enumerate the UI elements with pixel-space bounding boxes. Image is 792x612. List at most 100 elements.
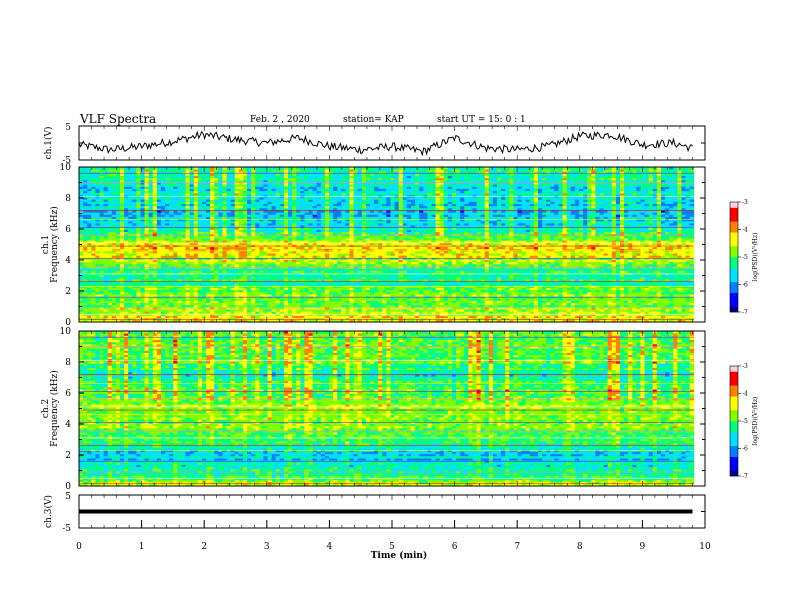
spectrogram-cell <box>587 311 592 314</box>
spectrogram-cell <box>152 315 158 319</box>
spectrogram-cell <box>603 304 609 308</box>
spectrogram-cell <box>517 309 523 312</box>
spectrogram-cell <box>476 309 482 312</box>
spectrogram-cell <box>230 315 236 319</box>
spectrogram-cell <box>521 304 527 308</box>
spectrogram-cell <box>611 319 617 323</box>
spectrogram-cell <box>497 309 502 312</box>
spectrogram-cell <box>419 309 424 312</box>
spectrogram-cell <box>271 311 277 314</box>
spectrogram-cell <box>456 317 461 321</box>
spectrogram-cell <box>308 302 313 306</box>
spectrogram-cell <box>595 309 600 312</box>
spectrogram-cell <box>369 313 375 316</box>
spectrogram-cell <box>632 304 637 308</box>
spectrogram-cell <box>119 302 125 306</box>
spectrogram-cell <box>292 309 297 312</box>
spectrogram-cell <box>525 315 531 319</box>
spectrogram-cell <box>402 317 408 321</box>
spectrogram-cell <box>214 313 219 316</box>
spectrogram-cell <box>247 311 252 314</box>
spectrogram-cell <box>83 319 88 323</box>
spectrogram-cell <box>443 317 449 321</box>
spectrogram-cell <box>665 313 670 316</box>
spectrogram-cell <box>529 313 535 316</box>
spectrogram-cell <box>136 309 141 312</box>
spectrogram-cell <box>333 311 338 314</box>
spectrogram-cell <box>468 317 473 321</box>
spectrogram-cell <box>451 309 457 312</box>
spectrogram-cell <box>673 302 678 306</box>
spectrogram-cell <box>283 302 289 306</box>
spectrogram-cell <box>337 317 342 321</box>
spectrogram-cell <box>132 300 137 304</box>
spectrogram-cell <box>169 311 174 314</box>
spectrogram-cell <box>648 302 654 306</box>
spectrogram-cell <box>193 309 199 312</box>
spectrogram-cell <box>464 304 469 308</box>
spectrogram-cell <box>83 300 88 304</box>
spectrogram-cell <box>456 309 461 312</box>
spectrogram-cell <box>656 311 662 314</box>
spectrogram-cell <box>685 313 691 316</box>
spectrogram-cell <box>595 302 600 306</box>
spectrogram-cell <box>312 317 318 321</box>
spectrogram-cell <box>300 313 305 316</box>
spectrogram-cell <box>83 313 88 316</box>
spectrogram-cell <box>206 319 211 323</box>
spectrogram-cell <box>521 319 527 323</box>
spectrogram-cell <box>288 304 293 308</box>
spectrogram-cell <box>677 319 682 323</box>
spectrogram-cell <box>468 309 473 312</box>
spectrogram-cell <box>242 304 248 308</box>
y-axis-label: ch.1(V) <box>43 127 54 160</box>
spectrogram-cell <box>353 319 359 323</box>
spectrogram-cell <box>574 304 580 308</box>
spectrogram-cell <box>640 317 645 321</box>
spectrogram-cell <box>312 319 318 323</box>
spectrogram-cell <box>111 300 117 304</box>
spectrogram-cell <box>521 309 527 312</box>
spectrogram-cell <box>222 300 227 304</box>
spectrogram-cell <box>267 311 273 314</box>
spectrogram-cell <box>529 319 535 323</box>
spectrogram-cell <box>365 302 371 306</box>
spectrogram-cells <box>79 167 695 323</box>
spectrogram-cell <box>247 313 252 316</box>
spectrogram-cell <box>210 300 215 304</box>
spectrogram-cell <box>398 315 404 319</box>
spectrogram-cell <box>103 309 109 312</box>
spectrogram-cell <box>324 309 330 312</box>
spectrogram-cell <box>497 302 502 306</box>
spectrogram-cell <box>554 317 559 321</box>
spectrogram-cell <box>652 311 658 314</box>
spectrogram-cell <box>267 317 273 321</box>
spectrogram-cell <box>140 304 145 308</box>
spectrogram-cell <box>451 311 457 314</box>
spectrogram-cell <box>513 311 518 314</box>
spectrogram-cell <box>341 302 346 306</box>
spectrogram-cell <box>542 304 547 308</box>
spectrogram-cell <box>251 317 256 321</box>
spectrogram-cell <box>177 317 182 321</box>
spectrogram-cell <box>595 311 600 314</box>
spectrogram-cell <box>259 315 264 319</box>
spectrogram-cell <box>378 304 383 308</box>
spectrogram-cell <box>378 302 383 306</box>
spectrogram-cell <box>185 302 191 306</box>
spectrogram-cell <box>144 309 150 312</box>
spectrogram-cell <box>103 317 109 321</box>
spectrogram-cell <box>517 313 523 316</box>
spectrogram-cell <box>181 304 186 308</box>
spectrogram-cell <box>443 311 449 314</box>
spectrogram-cell <box>538 313 543 316</box>
spectrogram-cell <box>365 313 371 316</box>
spectrogram-cell <box>681 313 686 316</box>
spectrogram-cell <box>95 311 100 314</box>
spectrogram-cell <box>320 313 326 316</box>
spectrogram-cell <box>538 315 543 319</box>
spectrogram-cell <box>386 315 391 319</box>
spectrogram-cell <box>115 311 121 314</box>
spectrogram-cell <box>435 313 441 316</box>
spectrogram-cell <box>574 311 580 314</box>
